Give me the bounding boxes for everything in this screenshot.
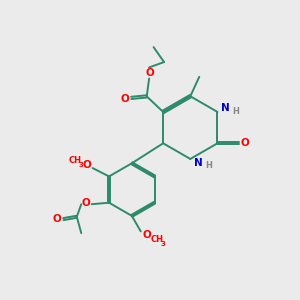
- Text: CH: CH: [69, 156, 82, 165]
- Text: O: O: [241, 138, 249, 148]
- Text: H: H: [205, 161, 212, 170]
- Text: O: O: [145, 68, 154, 78]
- Text: O: O: [120, 94, 129, 104]
- Text: N: N: [221, 103, 230, 113]
- Text: O: O: [82, 198, 90, 208]
- Text: O: O: [142, 230, 151, 240]
- Text: H: H: [232, 107, 239, 116]
- Text: 3: 3: [161, 241, 166, 247]
- Text: N: N: [194, 158, 203, 167]
- Text: O: O: [52, 214, 61, 224]
- Text: 3: 3: [79, 162, 84, 168]
- Text: O: O: [82, 160, 91, 170]
- Text: CH: CH: [151, 235, 164, 244]
